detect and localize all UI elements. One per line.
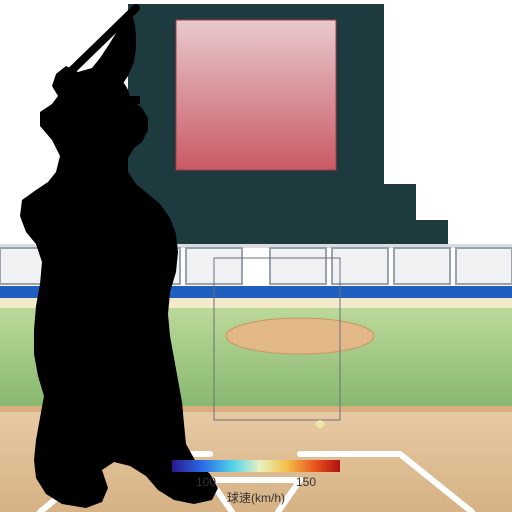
legend-tick: 150 (296, 475, 316, 489)
stands-panel-4 (270, 248, 326, 284)
legend-tick: 100 (196, 475, 216, 489)
legend-axis-label: 球速(km/h) (227, 491, 285, 505)
scoreboard-screen (176, 20, 336, 170)
pitchers-mound (226, 318, 374, 354)
stands-panel-7 (456, 248, 512, 284)
speed-legend-bar (172, 460, 340, 472)
stands-panel-6 (394, 248, 450, 284)
pitch-marker-0 (316, 420, 324, 428)
helmet-brim (118, 96, 140, 104)
